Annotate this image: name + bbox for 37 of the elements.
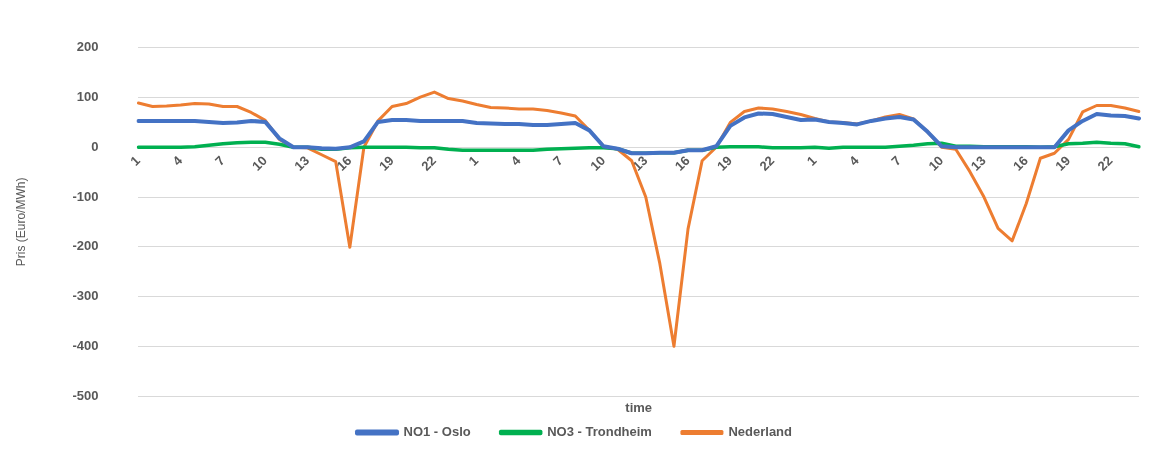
- x-tick-label: 19: [375, 152, 397, 174]
- x-tick-label: 22: [418, 152, 440, 174]
- y-tick-label: -400: [72, 337, 99, 353]
- x-tick-label: 4: [169, 152, 186, 169]
- x-tick-label: 7: [888, 152, 905, 169]
- x-tick-label: 1: [127, 152, 144, 169]
- x-tick-label: 7: [550, 152, 566, 169]
- y-tick-label: 100: [76, 89, 99, 105]
- legend-label: NO3 - Trondheim: [547, 424, 652, 440]
- x-tick-label: 19: [1052, 152, 1074, 174]
- x-tick-label: 16: [1010, 152, 1031, 174]
- y-axis-title: Pris (Euro/MWh): [13, 177, 28, 267]
- x-tick-label: 4: [846, 152, 863, 169]
- x-tick-label: 13: [629, 152, 651, 174]
- y-tick-label: -100: [72, 188, 99, 204]
- y-tick-label: -200: [72, 238, 99, 254]
- y-tick-label: -300: [72, 288, 99, 304]
- y-tick-label: 200: [76, 39, 99, 55]
- x-tick-label: 22: [1094, 152, 1116, 174]
- x-tick-label: 13: [967, 152, 989, 174]
- x-tick-label: 10: [925, 152, 947, 174]
- x-axis-title: time: [625, 400, 653, 416]
- legend-label: NO1 - Oslo: [403, 424, 471, 440]
- x-tick-label: 10: [587, 152, 609, 174]
- x-tick-label: 1: [803, 152, 820, 169]
- y-tick-label: 0: [91, 138, 99, 154]
- x-tick-label: 16: [333, 152, 355, 174]
- x-tick-label: 13: [291, 152, 313, 174]
- x-tick-label: 7: [211, 152, 228, 169]
- x-tick-label: 4: [507, 152, 525, 169]
- legend-label: Nederland: [728, 424, 793, 440]
- x-tick-label: 10: [249, 152, 270, 174]
- y-tick-label: -500: [72, 387, 99, 403]
- x-tick-label: 16: [671, 152, 693, 174]
- x-tick-label: 22: [756, 152, 778, 174]
- x-tick-label: 1: [465, 152, 482, 169]
- x-tick-label: 19: [714, 152, 735, 174]
